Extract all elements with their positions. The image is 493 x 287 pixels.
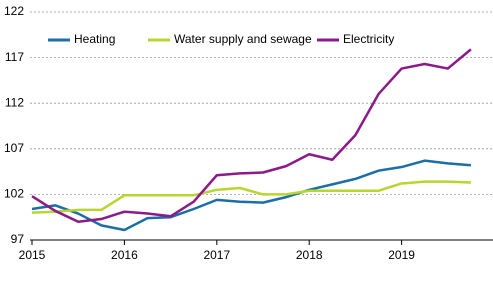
x-tick-label: 2017 [203,248,230,262]
y-tick-label: 102 [4,187,24,201]
line-series [31,180,471,214]
x-tick-label: 2016 [111,248,138,262]
x-tick-label: 2015 [19,248,46,262]
line-series [31,159,471,232]
x-tick-label: 2019 [388,248,415,262]
legend-label: Water supply and sewage [174,32,312,46]
y-tick-label: 112 [5,95,24,109]
y-tick-label: 107 [4,141,24,155]
y-tick-label: 122 [4,4,24,18]
line-series [31,48,472,224]
x-tick-label: 2018 [296,248,323,262]
legend-label: Heating [74,32,115,46]
y-tick-label: 97 [11,232,25,246]
legend-label: Electricity [343,32,394,46]
y-tick-label: 117 [5,50,24,64]
